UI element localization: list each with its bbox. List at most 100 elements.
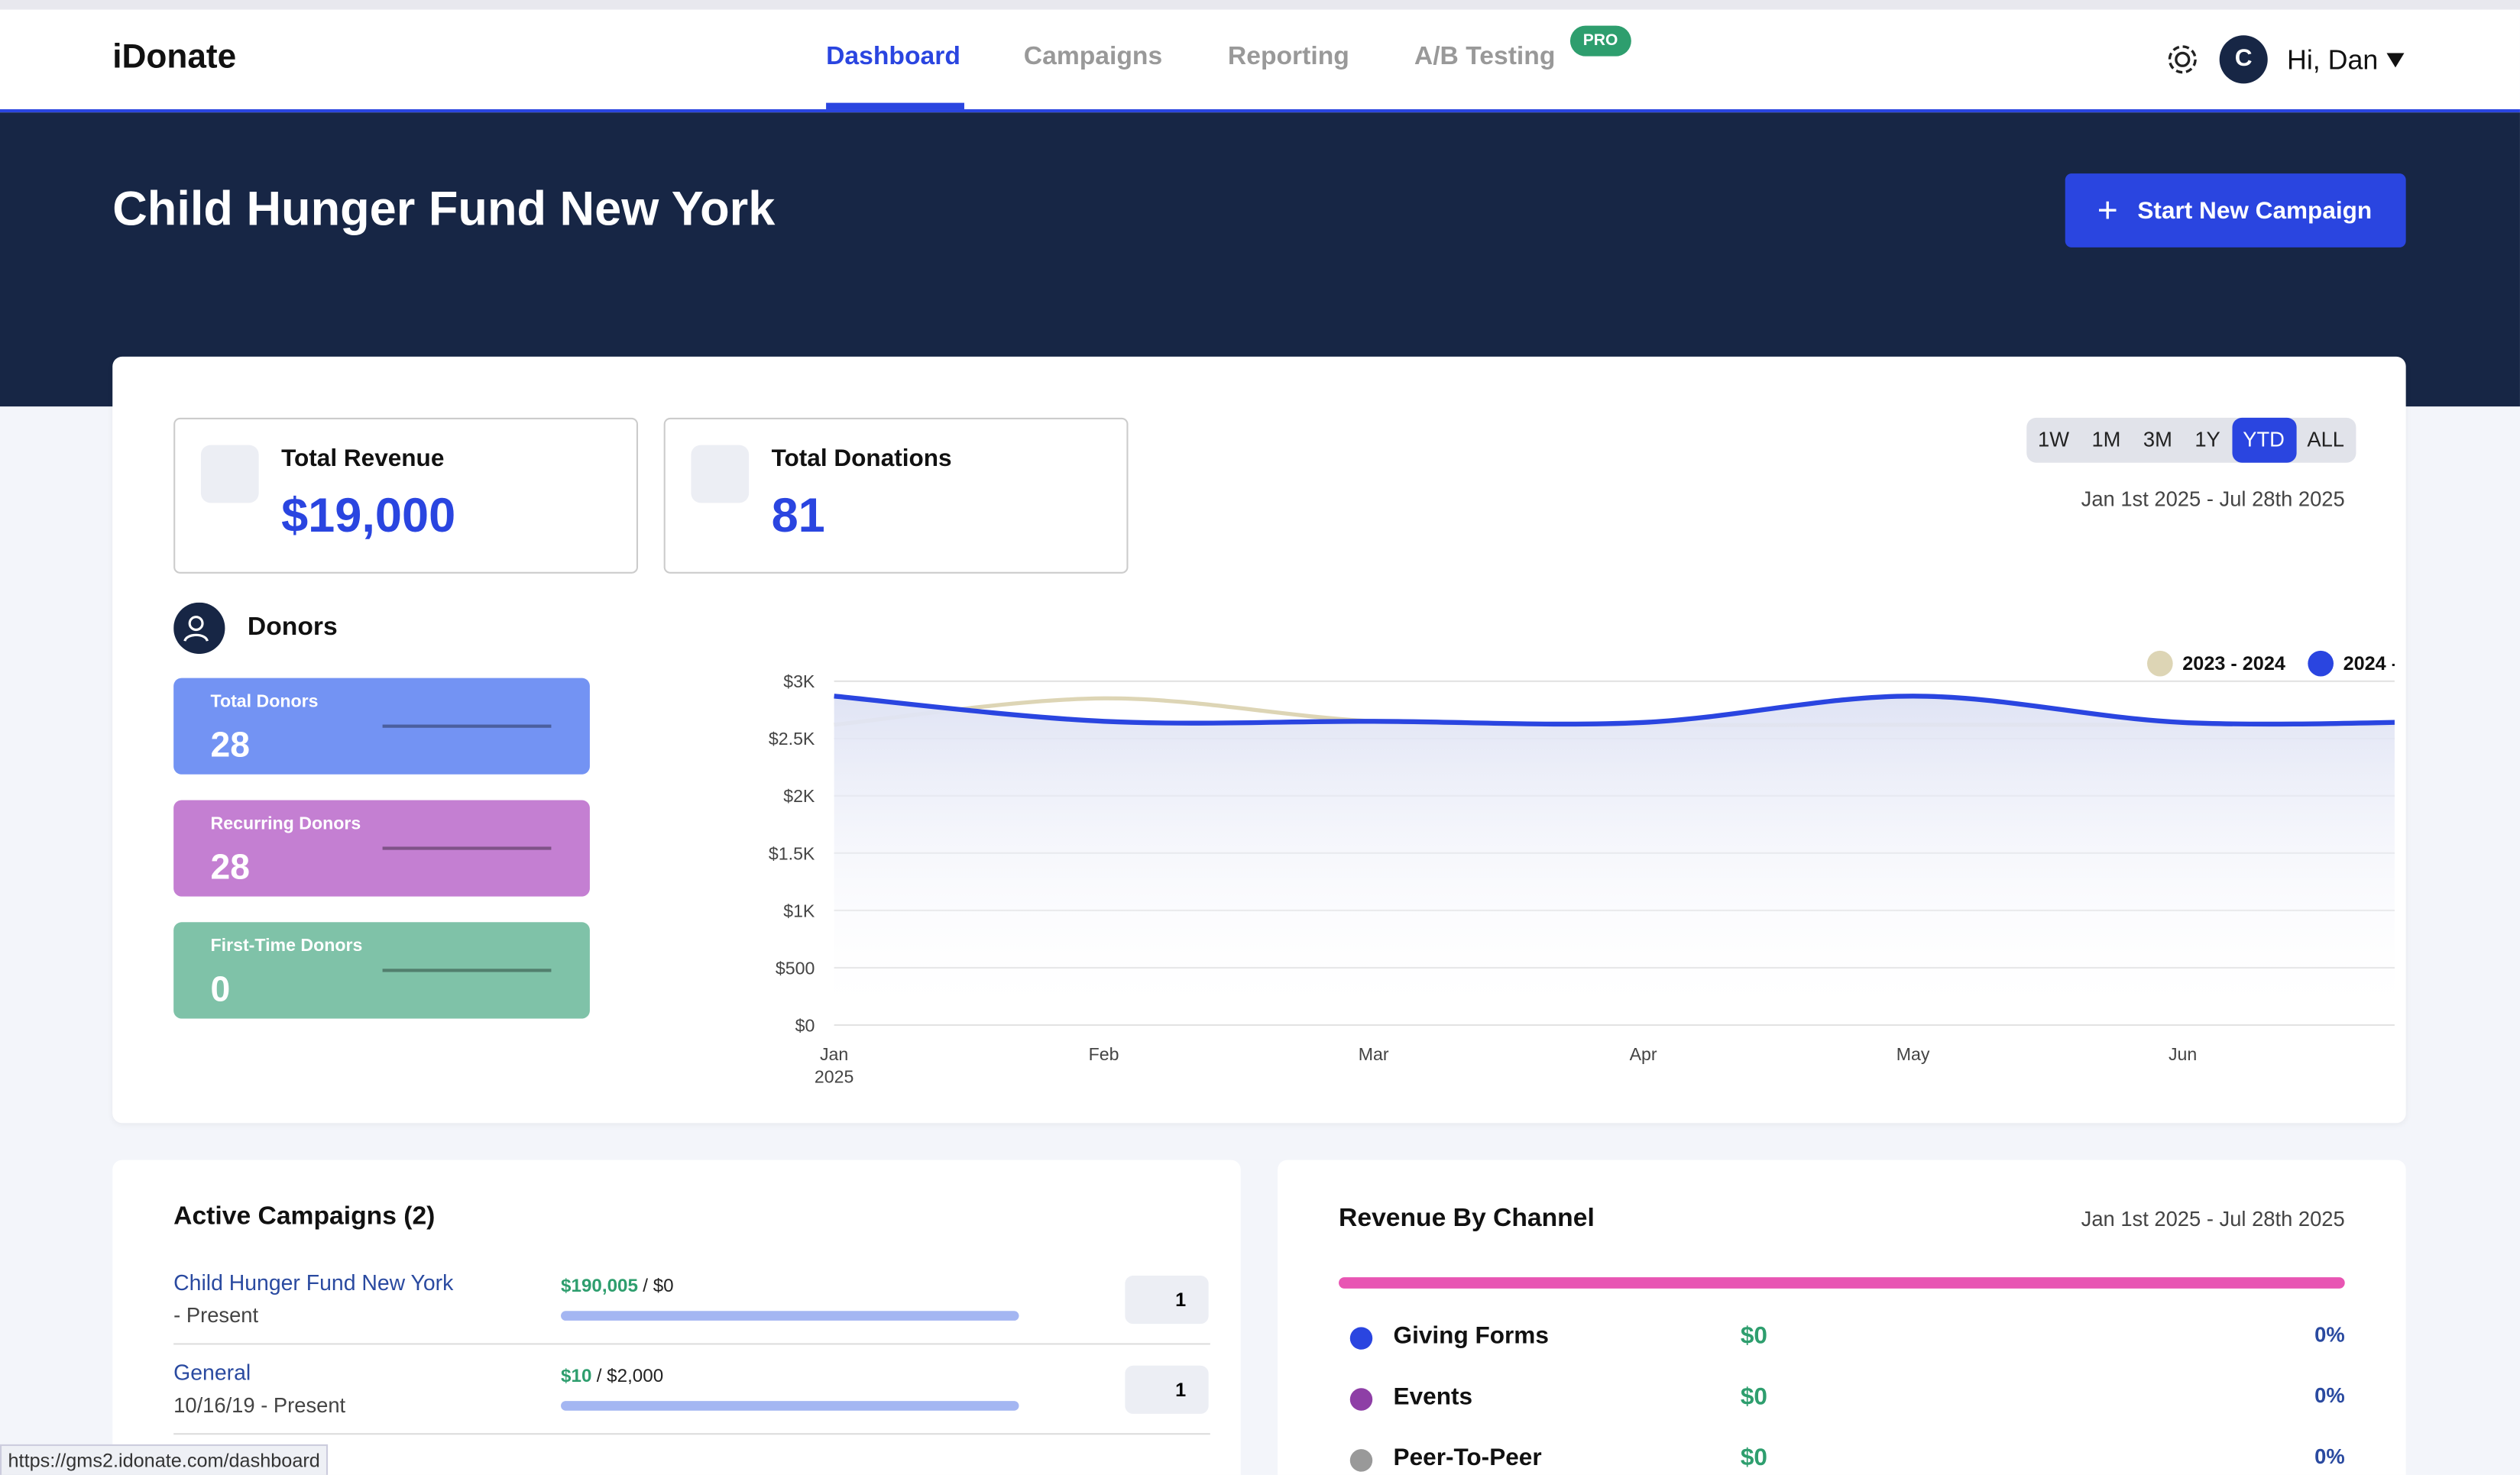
settings-icon[interactable] bbox=[2165, 42, 2200, 77]
sparkline bbox=[382, 846, 552, 849]
donor-label: Total Donors bbox=[210, 692, 319, 712]
channel-pct: 0% bbox=[2314, 1444, 2345, 1469]
range-button[interactable]: 1M bbox=[2091, 427, 2121, 452]
series-line bbox=[834, 694, 2395, 727]
campaigns-card: Active Campaigns (2) Child Hunger Fund N… bbox=[112, 1160, 1241, 1475]
channel-name: Giving Forms bbox=[1393, 1322, 1549, 1350]
range-button[interactable]: 1Y bbox=[2194, 427, 2220, 452]
stat-label: Total Donations bbox=[771, 445, 952, 473]
sparkline bbox=[382, 969, 552, 972]
raised: $190,005 bbox=[561, 1277, 638, 1297]
stat-value: $19,000 bbox=[281, 490, 456, 543]
stat-icon bbox=[691, 445, 750, 503]
stat-label: Total Revenue bbox=[281, 445, 445, 473]
start-campaign-button[interactable]: + Start New Campaign bbox=[2065, 173, 2406, 247]
button-label: Start New Campaign bbox=[2137, 197, 2373, 225]
x-tick-label: Mar bbox=[1359, 1044, 1389, 1064]
channel-pct: 0% bbox=[2314, 1383, 2345, 1408]
y-tick-label: $2.5K bbox=[769, 729, 815, 749]
x-tick-label: Jan bbox=[820, 1044, 848, 1064]
donor-label: First-Time Donors bbox=[210, 936, 363, 956]
pro-badge: PRO bbox=[1569, 25, 1631, 57]
progress-bar bbox=[561, 1311, 1019, 1321]
channel-name: Peer-To-Peer bbox=[1393, 1444, 1542, 1472]
campaign-dates: 10/16/19 - Present bbox=[173, 1393, 346, 1418]
donor-value: 28 bbox=[210, 724, 251, 765]
revenue-date: Jan 1st 2025 - Jul 28th 2025 bbox=[2081, 1206, 2345, 1231]
x-tick-label: Apr bbox=[1630, 1044, 1657, 1064]
nav-link[interactable]: Campaigns bbox=[1023, 43, 1163, 71]
revenue-card: Revenue By Channel Jan 1st 2025 - Jul 28… bbox=[1278, 1160, 2406, 1475]
goal: / $0 bbox=[643, 1277, 674, 1297]
campaign-dates: - Present bbox=[173, 1302, 259, 1328]
range-selector: 1W 1M 3M 1Y YTD ALL bbox=[2026, 417, 2356, 463]
page-title: Child Hunger Fund New York bbox=[112, 183, 776, 237]
count-button[interactable]: 1 bbox=[1125, 1276, 1209, 1325]
range-button[interactable]: 3M bbox=[2143, 427, 2172, 452]
sparkline bbox=[382, 724, 552, 727]
raised: $10 bbox=[561, 1367, 592, 1387]
donor-value: 28 bbox=[210, 846, 251, 888]
date-range: Jan 1st 2025 - Jul 28th 2025 bbox=[2081, 487, 2345, 511]
user-menu[interactable]: Hi, Dan bbox=[2286, 44, 2379, 76]
caret[interactable] bbox=[2386, 53, 2405, 69]
channel-bar bbox=[1339, 1277, 2345, 1289]
legend-swatch bbox=[2308, 650, 2334, 677]
logo[interactable]: iDonate bbox=[112, 38, 237, 76]
nav-link[interactable]: A/B Testing bbox=[1414, 43, 1556, 71]
y-tick-label: $0 bbox=[795, 1015, 815, 1035]
stat-card: Total Donations 81 bbox=[663, 417, 1129, 574]
x-tick-label: May bbox=[1896, 1044, 1930, 1064]
stat-value: 81 bbox=[771, 490, 825, 543]
campaigns-title: Active Campaigns (2) bbox=[173, 1203, 436, 1231]
count-button[interactable]: 1 bbox=[1125, 1365, 1209, 1414]
channel-dot bbox=[1349, 1327, 1373, 1350]
goal: / $2,000 bbox=[596, 1367, 664, 1387]
campaign-progress-text: $190,005/ $0 bbox=[561, 1277, 674, 1296]
donor-value: 0 bbox=[210, 969, 231, 1009]
stat-icon bbox=[200, 445, 259, 503]
range-button[interactable]: ALL bbox=[2307, 427, 2345, 452]
nav-link[interactable]: Reporting bbox=[1227, 43, 1349, 71]
donor-card: Recurring Donors 28 bbox=[173, 800, 590, 897]
stat-card: Total Revenue $19,000 bbox=[173, 417, 639, 574]
y-tick-label: $2K bbox=[783, 786, 815, 806]
channel-name: Events bbox=[1393, 1383, 1473, 1411]
legend-label: 2024 - 2025 bbox=[2343, 653, 2395, 674]
range-button[interactable]: 1W bbox=[2037, 427, 2069, 452]
active-underline bbox=[826, 102, 964, 110]
range-button[interactable]: YTD bbox=[2231, 417, 2296, 463]
x-tick-label: Jun bbox=[2169, 1044, 2197, 1064]
area-fill bbox=[834, 696, 2395, 1025]
donor-card: Total Donors 28 bbox=[173, 678, 590, 775]
campaign-name[interactable]: Child Hunger Fund New York bbox=[173, 1270, 454, 1295]
donors-icon bbox=[173, 602, 225, 655]
donor-label: Recurring Donors bbox=[210, 814, 361, 834]
divider bbox=[173, 1433, 1210, 1435]
channel-dot bbox=[1349, 1449, 1373, 1472]
channel-amount: $0 bbox=[1740, 1444, 1767, 1472]
legend-swatch bbox=[2147, 650, 2173, 677]
line-chart: $0 $500 $1K $1.5K $2K $2.5K $3K Jan Feb Mar Apr May… bbox=[769, 650, 2395, 1087]
revenue-title: Revenue By Channel bbox=[1339, 1205, 1595, 1233]
donor-card: First-Time Donors 0 bbox=[173, 922, 590, 1019]
nav-link[interactable]: Dashboard bbox=[826, 43, 960, 71]
overview-card: 1W 1M 3M 1Y YTD ALL Jan 1st 2025 - Jul 28th 2… bbox=[112, 356, 2406, 1124]
divider bbox=[173, 1343, 1210, 1345]
y-tick-label: $1K bbox=[783, 901, 815, 920]
avatar[interactable]: C bbox=[2219, 35, 2268, 84]
channel-amount: $0 bbox=[1740, 1322, 1767, 1350]
campaign-name[interactable]: General bbox=[173, 1360, 251, 1386]
donors-title: Donors bbox=[247, 613, 338, 642]
navbar: iDonate PRO C Hi, Dan Dashboard Campaigns… bbox=[0, 9, 2520, 113]
progress-bar bbox=[561, 1401, 1019, 1411]
channel-pct: 0% bbox=[2314, 1322, 2345, 1347]
channel-dot bbox=[1349, 1388, 1373, 1411]
campaign-progress-text: $10/ $2,000 bbox=[561, 1367, 663, 1386]
channel-amount: $0 bbox=[1740, 1383, 1767, 1411]
status-url: https://gms2.idonate.com/dashboard bbox=[0, 1444, 329, 1475]
y-tick-label: $1.5K bbox=[769, 843, 815, 863]
top-strip bbox=[0, 0, 2520, 10]
